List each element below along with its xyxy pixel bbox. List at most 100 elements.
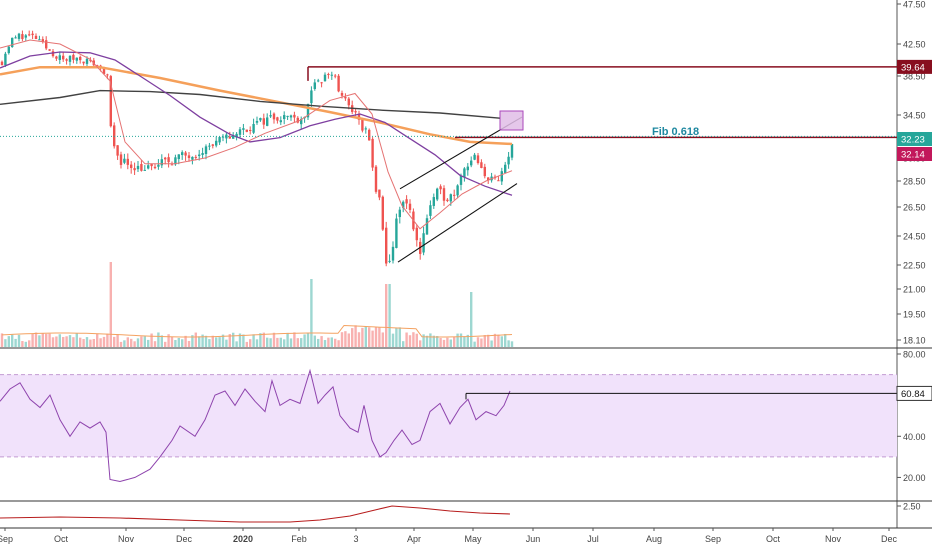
volume-bar bbox=[187, 340, 191, 347]
candle-body bbox=[102, 68, 106, 75]
candle-body bbox=[85, 58, 89, 64]
volume-bar bbox=[483, 335, 486, 347]
x-tick-label: Nov bbox=[118, 534, 135, 544]
x-tick-label: Aug bbox=[646, 534, 662, 544]
candle-body bbox=[310, 90, 313, 104]
volume-bar bbox=[38, 335, 41, 347]
candle-body bbox=[361, 118, 364, 131]
candle-body bbox=[17, 33, 21, 39]
candle-body bbox=[184, 152, 187, 156]
candle-body bbox=[96, 65, 99, 67]
candle-body bbox=[497, 180, 500, 182]
volume-bar bbox=[150, 333, 153, 347]
volume-bar bbox=[374, 327, 378, 347]
volume-bar bbox=[487, 334, 490, 347]
volume-bar bbox=[48, 333, 51, 347]
x-tick-label: Feb bbox=[291, 534, 307, 544]
volume-bar bbox=[96, 333, 99, 347]
volume-bar bbox=[504, 333, 507, 347]
volume-bar bbox=[140, 336, 143, 347]
candle-body bbox=[255, 120, 259, 123]
candle-body bbox=[208, 145, 211, 147]
volume-bar bbox=[344, 331, 347, 347]
candle-body bbox=[449, 194, 452, 202]
candle-body bbox=[11, 37, 14, 48]
price-tick-label: 26.50 bbox=[903, 203, 926, 213]
volume-bar bbox=[31, 333, 34, 347]
volume-bar bbox=[262, 332, 265, 347]
volume-bar bbox=[405, 332, 408, 347]
candle-body bbox=[306, 103, 310, 118]
candle-body bbox=[58, 55, 61, 60]
candle-body bbox=[177, 154, 180, 160]
candle-body bbox=[68, 55, 72, 62]
candle-body bbox=[388, 260, 391, 262]
volume-bar bbox=[194, 332, 197, 347]
volume-bar bbox=[300, 338, 303, 347]
x-tick-label: 3 bbox=[353, 534, 358, 544]
volume-bar bbox=[109, 262, 112, 347]
candle-body bbox=[473, 154, 476, 160]
volume-bar bbox=[296, 338, 299, 347]
candle-body bbox=[198, 154, 201, 156]
candle-body bbox=[313, 82, 316, 89]
volume-bar bbox=[58, 334, 61, 347]
price-badge: 32.14 bbox=[897, 147, 932, 161]
candle-body bbox=[504, 164, 507, 173]
candle-body bbox=[466, 166, 469, 171]
candle-body bbox=[194, 156, 197, 158]
volume-bar bbox=[92, 338, 95, 347]
volume-bar bbox=[218, 337, 221, 347]
candle-body bbox=[79, 56, 82, 61]
candle-body bbox=[296, 117, 299, 123]
volume-bar bbox=[361, 327, 364, 347]
volume-bar bbox=[303, 334, 306, 347]
rsi-badge-bg bbox=[896, 385, 932, 401]
price-badge-bg bbox=[897, 147, 932, 161]
x-tick-label: Jul bbox=[587, 534, 599, 544]
volume-bar bbox=[381, 332, 384, 347]
volume-bar bbox=[357, 332, 361, 347]
candle-body bbox=[34, 35, 38, 40]
volume-bar bbox=[330, 337, 333, 347]
candle-body bbox=[150, 163, 153, 167]
volume-bar bbox=[147, 339, 150, 347]
candle-body bbox=[143, 169, 146, 171]
x-tick-label: Jun bbox=[526, 534, 541, 544]
candle-body bbox=[453, 194, 456, 196]
volume-bar bbox=[279, 337, 282, 347]
rsi-band bbox=[0, 374, 897, 457]
candle-body bbox=[371, 138, 374, 168]
volume-bar bbox=[130, 338, 133, 347]
volume-bar bbox=[14, 338, 17, 347]
volume-bar bbox=[415, 333, 418, 347]
volume-bar bbox=[398, 327, 401, 347]
candle-body bbox=[334, 75, 337, 77]
candle-body bbox=[14, 37, 17, 39]
volume-bar bbox=[17, 334, 21, 347]
price-badge-label: 32.23 bbox=[901, 135, 925, 146]
volume-bar bbox=[55, 336, 58, 347]
candle-body bbox=[48, 49, 51, 51]
candle-body bbox=[28, 34, 31, 36]
candle-body bbox=[215, 140, 218, 146]
candle-body bbox=[191, 156, 194, 160]
candle-body bbox=[65, 59, 68, 61]
volume-bar bbox=[439, 338, 442, 347]
volume-moving-average bbox=[1, 324, 513, 338]
candle-body bbox=[378, 189, 381, 198]
candle-body bbox=[354, 111, 357, 113]
candle-body bbox=[82, 61, 85, 64]
volume-bar bbox=[184, 335, 187, 347]
price-badge-bg bbox=[897, 132, 932, 146]
candle-body bbox=[72, 54, 75, 60]
volume-bar bbox=[436, 336, 439, 347]
volume-bar bbox=[497, 334, 500, 347]
candle-body bbox=[245, 129, 248, 132]
candle-body bbox=[221, 136, 225, 138]
volume-bar bbox=[34, 332, 38, 347]
candle-body bbox=[408, 203, 412, 210]
candle-body bbox=[398, 209, 401, 218]
candle-body bbox=[402, 201, 405, 208]
candle-body bbox=[293, 114, 296, 118]
